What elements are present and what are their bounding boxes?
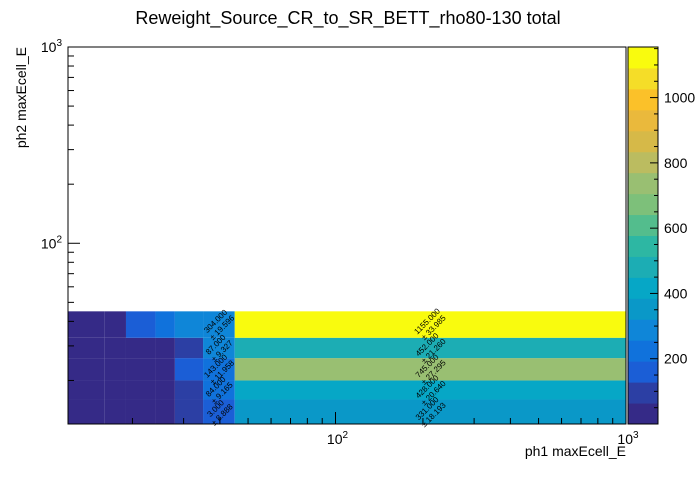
palette-frame [627,46,659,425]
palette-segment [628,88,658,111]
palette-segment [628,340,658,362]
palette-segment [628,403,658,425]
palette-segment [628,214,658,236]
x-tick-label: 103 [617,430,639,447]
palette-segment [628,193,658,216]
palette-tick-label: 400 [664,285,688,301]
heatmap-cell [68,380,105,400]
heatmap-cell [234,358,627,381]
palette-tick-label: 800 [664,155,688,171]
y-tick-label: 102 [41,234,63,251]
x-axis-label: ph1 maxEcell_E [525,443,626,459]
heatmap-cell [234,311,627,338]
heatmap-cell [125,358,156,381]
palette-segment [628,277,658,299]
heatmap-cell [234,337,627,359]
heatmap-cell [155,380,175,400]
palette-segment [628,47,658,69]
chart-title: Reweight_Source_CR_to_SR_BETT_rho80-130 … [135,8,560,29]
palette-segment [628,319,658,341]
heatmap-cell [203,337,235,359]
heatmap-cell [203,311,235,338]
heatmap-cell [104,399,126,424]
heatmap-cell [234,380,627,400]
heatmap-cell [203,358,235,381]
heatmap-cell [68,399,105,424]
color-palette: 200 400 600 800 1000 [627,46,695,425]
heatmap-cell [68,337,105,359]
palette-segment [628,67,658,90]
heatmap-cell [155,399,175,424]
heatmap-cell [174,380,204,400]
heatmap-cell [125,311,156,338]
heatmap-cell [104,358,126,381]
heatmap-cell [68,311,105,338]
heatmap-cell [125,399,156,424]
palette-segment [628,256,658,278]
palette-segment [628,298,658,320]
heatmap-cells [68,311,627,424]
palette-segment [628,109,658,132]
heatmap-cell [155,358,175,381]
palette-tick-label: 200 [664,351,688,367]
y-axis-label: ph2 maxEcell_E [13,47,29,148]
palette-tick-label: 600 [664,220,688,236]
axes: 102 103 102 103 [41,38,639,447]
heatmap-cell [234,399,627,424]
heatmap-cell [104,380,126,400]
palette-tick-label: 1000 [664,90,695,106]
palette-segment [628,235,658,257]
heatmap-cell [174,337,204,359]
heatmap-cell [68,358,105,381]
heatmap-cell [125,337,156,359]
heatmap-cell [155,311,175,338]
heatmap-cell [174,358,204,381]
palette-segment [628,151,658,174]
heatmap-cell [203,399,235,424]
palette-segment [628,361,658,383]
palette-segment [628,130,658,153]
heatmap-cell [174,311,204,338]
palette-segment [628,382,658,404]
heatmap-cell [203,380,235,400]
heatmap-cell [125,380,156,400]
heatmap-cell [155,337,175,359]
x-tick-label: 102 [327,430,349,447]
palette-segment [628,172,658,195]
heatmap-cell [104,311,126,338]
plot-frame [67,46,627,425]
heatmap-cell [174,399,204,424]
y-tick-label: 103 [41,38,63,55]
heatmap-cell [104,337,126,359]
